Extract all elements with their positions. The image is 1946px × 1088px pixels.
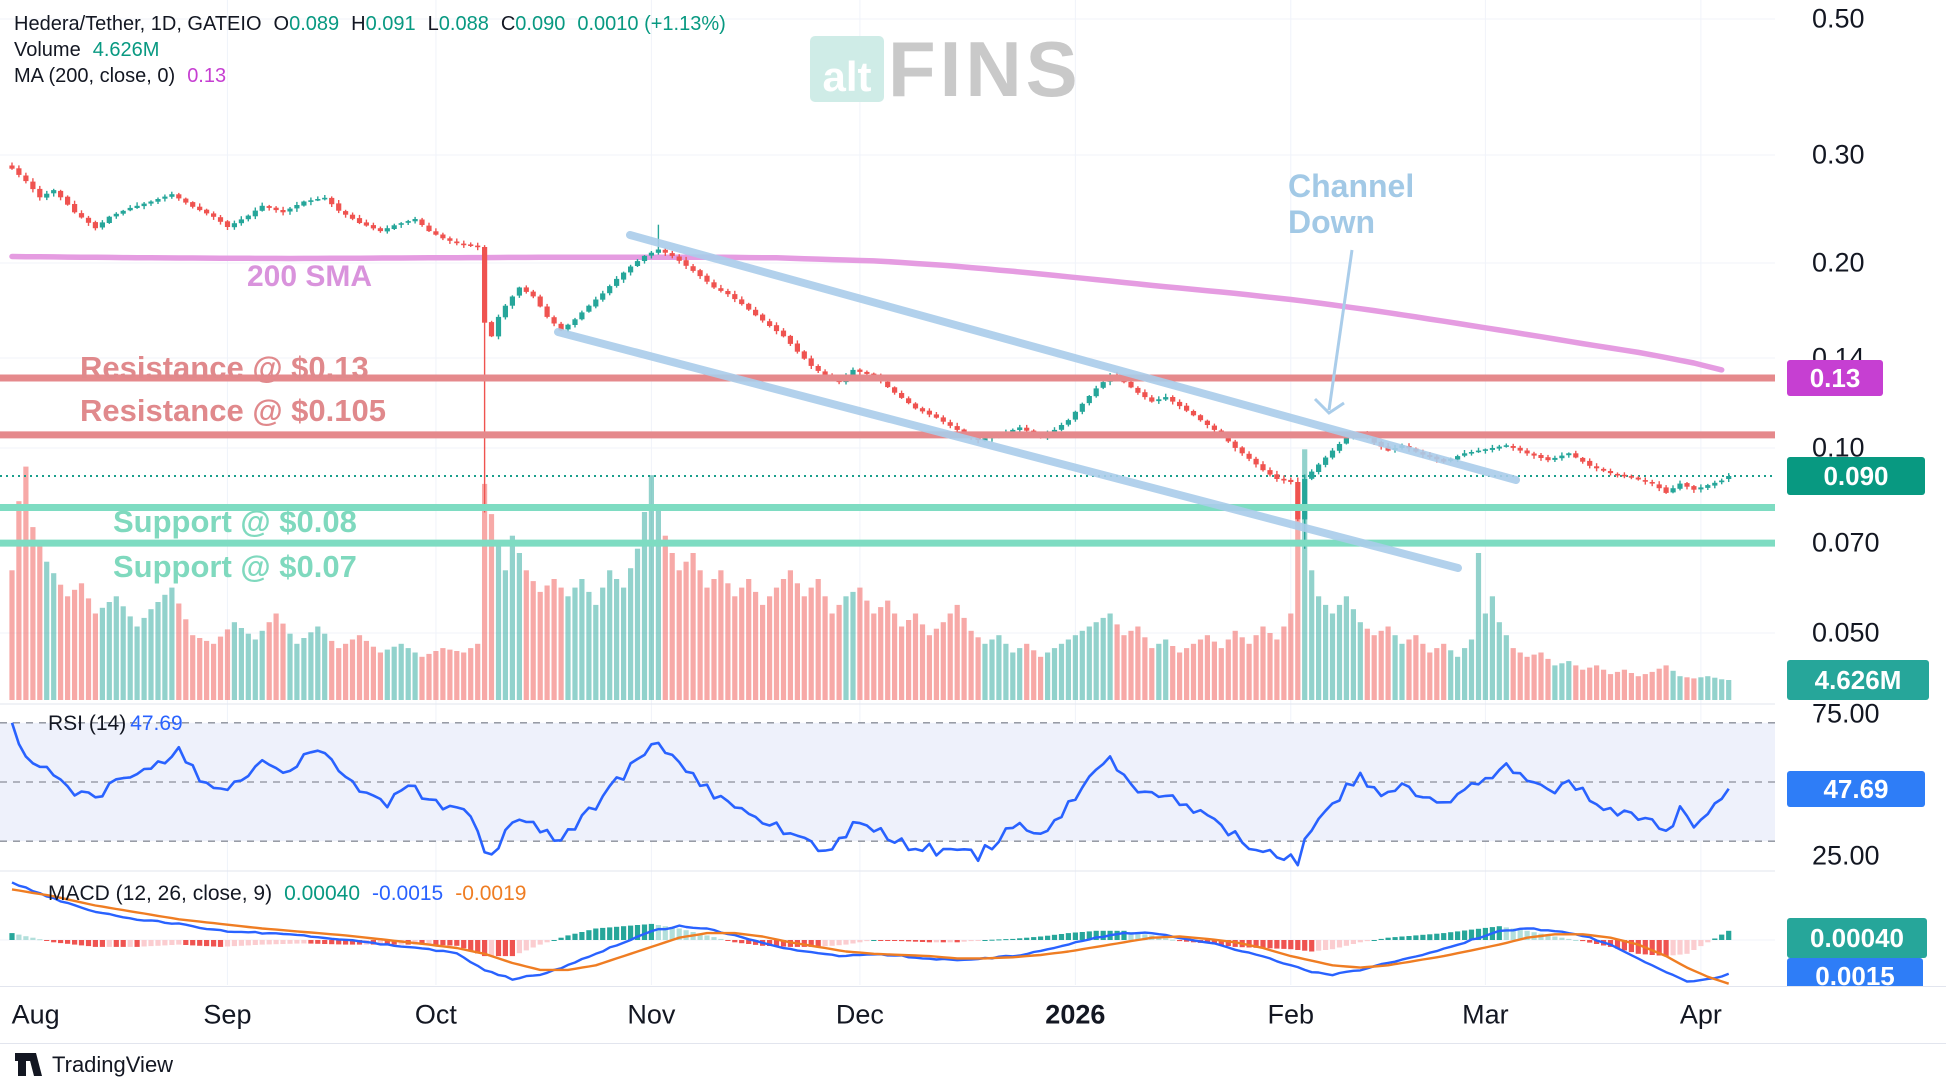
rsi-legend-label: RSI (14) [48,712,127,735]
volume-value: 4.626M [92,39,160,61]
macd-legend: MACD (12, 26, close, 9) 0.00040 -0.0015 -0.… [48,882,526,906]
macd-legend-label: MACD (12, 26, close, 9) [48,882,273,905]
axis-label-25.00: 25.00 [1812,840,1880,871]
rsi-legend: RSI (14) 47.69 [48,712,183,736]
time-axis-label-Aug: Aug [11,999,60,1030]
support1-annotation: Support @ $0.08 [113,504,357,539]
time-axis-label-Apr: Apr [1679,999,1722,1030]
altfins-logo-fins: FINS [888,25,1082,113]
symbol-title: Hedera/Tether, 1D, GATEIO [14,13,262,35]
low-label: L [427,13,439,35]
resistance1-annotation: Resistance @ $0.13 [80,350,369,385]
axis-label-0.20: 0.20 [1812,247,1865,278]
time-axis-label-Nov: Nov [627,999,676,1030]
time-axis-label-2026: 2026 [1045,999,1106,1030]
time-axis-label-Feb: Feb [1267,999,1315,1030]
time-axis-label-Mar: Mar [1462,999,1509,1030]
time-axis[interactable]: Aug Sep Oct Nov Dec 2026 Feb Mar Apr [0,986,1946,1044]
axis-label-75.00: 75.00 [1812,698,1880,729]
volume-label: Volume [14,39,81,61]
altfins-watermark: alt FINS [810,25,1082,113]
macd-line-value: -0.0015 [372,882,444,905]
rsi-value-badge: 47.69 [1787,771,1925,807]
macd-hist-badge: 0.00040 [1787,918,1927,958]
time-axis-label-Oct: Oct [414,999,457,1030]
close-label: C [500,13,516,35]
close-value: 0.090 [515,13,566,35]
tradingview-text: TradingView [52,1052,174,1077]
macd-hist-value: 0.00040 [284,882,361,905]
axis-label-0.070: 0.070 [1812,527,1880,558]
symbol-legend: Hedera/Tether, 1D, GATEIO O0.089 H0.091 L0.… [14,14,726,92]
ma-label: MA (200, close, 0) [14,65,176,87]
volume-badge: 4.626M [1787,660,1929,700]
symbol-title-row: Hedera/Tether, 1D, GATEIO O0.089 H0.091 L0.… [14,14,726,34]
tradingview-logo[interactable]: TradingView [14,1052,173,1078]
axis-label-0.050: 0.050 [1812,617,1880,648]
altfins-logo-alt: alt [810,36,884,102]
price-axis[interactable]: 0.50 0.30 0.20 0.14 0.10 0.070 0.050 75.00 25.00… [1775,0,1946,987]
high-value: 0.091 [365,13,416,35]
ma-legend-row: MA (200, close, 0) 0.13 [14,66,726,86]
axis-label-0.50: 0.50 [1812,3,1865,34]
ma-value: 0.13 [187,65,227,87]
open-label: O [273,13,290,35]
rsi-legend-value: 47.69 [130,712,183,735]
time-axis-label-Sep: Sep [203,999,252,1030]
change-value: 0.0010 (+1.13%) [577,13,726,35]
macd-signal-value: -0.0019 [455,882,527,905]
volume-legend-row: Volume 4.626M [14,40,726,60]
high-label: H [351,13,366,35]
axis-label-0.30: 0.30 [1812,139,1865,170]
channel-down-annotation: Channel Down [1288,168,1415,240]
macd-line-badge: 0.0015 [1787,958,1923,987]
resistance2-annotation: Resistance @ $0.105 [80,393,386,428]
time-axis-label-Dec: Dec [835,999,884,1030]
support2-annotation: Support @ $0.07 [113,549,357,584]
sma-annotation: 200 SMA [247,260,373,293]
tradingview-icon [15,1053,42,1076]
last-price-badge: 0.090 [1787,457,1925,495]
ma-price-badge: 0.13 [1787,360,1883,396]
low-value: 0.088 [438,13,489,35]
open-value: 0.089 [289,13,340,35]
